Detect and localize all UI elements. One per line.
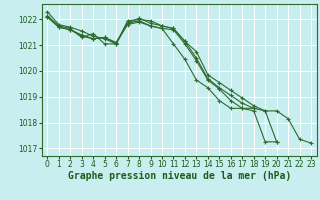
- X-axis label: Graphe pression niveau de la mer (hPa): Graphe pression niveau de la mer (hPa): [68, 171, 291, 181]
